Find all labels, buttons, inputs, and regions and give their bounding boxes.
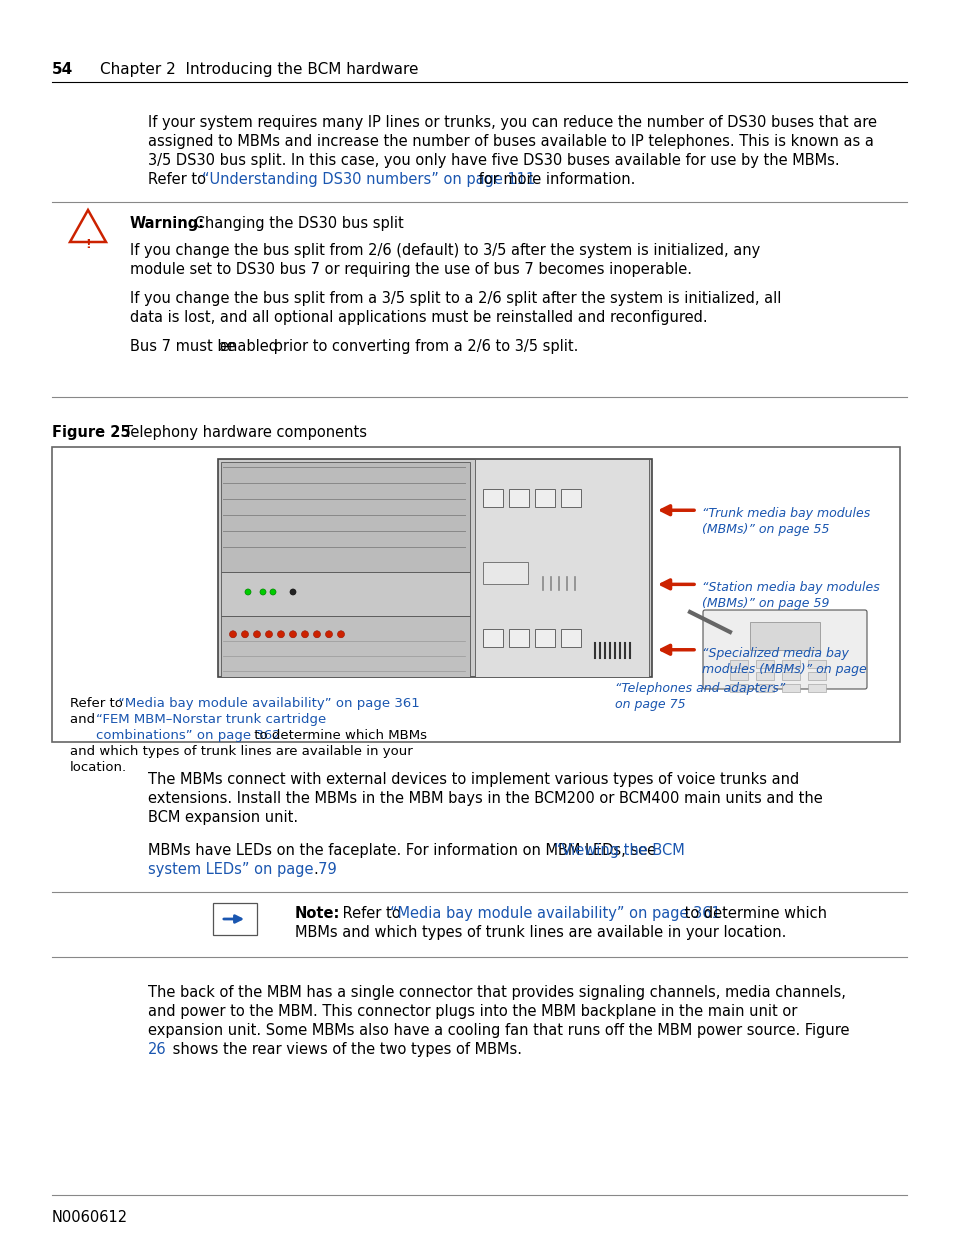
Bar bbox=[508, 629, 528, 647]
Text: MBMs have LEDs on the faceplate. For information on MBM LEDs, see: MBMs have LEDs on the faceplate. For inf… bbox=[148, 844, 660, 858]
Circle shape bbox=[253, 631, 260, 637]
Text: “Media bay module availability” on page 361: “Media bay module availability” on page … bbox=[390, 906, 720, 921]
Bar bbox=[755, 659, 773, 668]
Bar bbox=[755, 684, 773, 692]
Text: 3/5 DS30 bus split. In this case, you only have five DS30 buses available for us: 3/5 DS30 bus split. In this case, you on… bbox=[148, 153, 839, 168]
Text: Changing the DS30 bus split: Changing the DS30 bus split bbox=[190, 216, 403, 231]
Text: “Telephones and adapters”
on page 75: “Telephones and adapters” on page 75 bbox=[615, 682, 784, 711]
Text: Refer to: Refer to bbox=[70, 697, 127, 710]
Circle shape bbox=[241, 631, 248, 637]
Bar bbox=[781, 672, 800, 680]
Text: Warning:: Warning: bbox=[130, 216, 205, 231]
Text: N0060612: N0060612 bbox=[52, 1210, 128, 1225]
Bar bbox=[755, 672, 773, 680]
Text: “Understanding DS30 numbers” on page 111: “Understanding DS30 numbers” on page 111 bbox=[202, 172, 535, 186]
Circle shape bbox=[325, 631, 333, 637]
Text: “Viewing the BCM: “Viewing the BCM bbox=[554, 844, 684, 858]
Text: MBMs and which types of trunk lines are available in your location.: MBMs and which types of trunk lines are … bbox=[294, 925, 785, 940]
Text: combinations” on page 362: combinations” on page 362 bbox=[96, 729, 280, 742]
Text: and: and bbox=[70, 713, 99, 726]
Text: enabled: enabled bbox=[219, 338, 277, 354]
Text: !: ! bbox=[85, 238, 91, 251]
Bar bbox=[535, 489, 554, 508]
Text: and which types of trunk lines are available in your: and which types of trunk lines are avail… bbox=[70, 745, 413, 758]
Text: “Media bay module availability” on page 361: “Media bay module availability” on page … bbox=[118, 697, 419, 710]
Text: system LEDs” on page 79: system LEDs” on page 79 bbox=[148, 862, 336, 877]
Bar bbox=[781, 659, 800, 668]
Text: “Station media bay modules
(MBMs)” on page 59: “Station media bay modules (MBMs)” on pa… bbox=[701, 582, 879, 610]
Circle shape bbox=[337, 631, 344, 637]
Text: data is lost, and all optional applications must be reinstalled and reconfigured: data is lost, and all optional applicati… bbox=[130, 310, 707, 325]
Text: The back of the MBM has a single connector that provides signaling channels, med: The back of the MBM has a single connect… bbox=[148, 986, 845, 1000]
Bar bbox=[560, 629, 580, 647]
Text: Telephony hardware components: Telephony hardware components bbox=[110, 425, 367, 440]
Bar bbox=[729, 684, 747, 692]
Text: If your system requires many IP lines or trunks, you can reduce the number of DS: If your system requires many IP lines or… bbox=[148, 115, 876, 130]
Bar bbox=[807, 684, 825, 692]
Bar bbox=[508, 489, 528, 508]
Text: shows the rear views of the two types of MBMs.: shows the rear views of the two types of… bbox=[168, 1042, 521, 1057]
Text: .: . bbox=[313, 862, 317, 877]
Text: 54: 54 bbox=[52, 62, 73, 77]
Text: Refer to: Refer to bbox=[148, 172, 211, 186]
Bar bbox=[807, 672, 825, 680]
Bar bbox=[213, 903, 256, 935]
Text: Bus 7 must be: Bus 7 must be bbox=[130, 338, 240, 354]
Circle shape bbox=[270, 589, 275, 595]
Bar bbox=[221, 572, 469, 616]
Bar bbox=[482, 629, 502, 647]
Bar bbox=[482, 562, 527, 584]
Text: extensions. Install the MBMs in the MBM bays in the BCM200 or BCM400 main units : extensions. Install the MBMs in the MBM … bbox=[148, 790, 821, 806]
Bar bbox=[221, 616, 469, 677]
Text: 26: 26 bbox=[148, 1042, 167, 1057]
Text: If you change the bus split from 2/6 (default) to 3/5 after the system is initia: If you change the bus split from 2/6 (de… bbox=[130, 243, 760, 258]
Bar bbox=[729, 659, 747, 668]
Text: “Specialized media bay
modules (MBMs)” on page: “Specialized media bay modules (MBMs)” o… bbox=[701, 647, 866, 676]
Circle shape bbox=[289, 631, 296, 637]
Circle shape bbox=[277, 631, 284, 637]
Bar bbox=[729, 672, 747, 680]
Circle shape bbox=[230, 631, 236, 637]
Text: The MBMs connect with external devices to implement various types of voice trunk: The MBMs connect with external devices t… bbox=[148, 772, 799, 787]
Bar bbox=[52, 447, 899, 742]
Bar bbox=[807, 659, 825, 668]
Text: module set to DS30 bus 7 or requiring the use of bus 7 becomes inoperable.: module set to DS30 bus 7 or requiring th… bbox=[130, 262, 691, 277]
Text: location.: location. bbox=[70, 761, 127, 774]
Text: “Trunk media bay modules
(MBMs)” on page 55: “Trunk media bay modules (MBMs)” on page… bbox=[701, 508, 869, 536]
Text: “FEM MBM–Norstar trunk cartridge: “FEM MBM–Norstar trunk cartridge bbox=[96, 713, 326, 726]
Bar bbox=[560, 489, 580, 508]
Bar bbox=[749, 622, 820, 650]
Text: Figure 25: Figure 25 bbox=[52, 425, 131, 440]
Circle shape bbox=[314, 631, 320, 637]
Text: Chapter 2  Introducing the BCM hardware: Chapter 2 Introducing the BCM hardware bbox=[100, 62, 418, 77]
Text: prior to converting from a 2/6 to 3/5 split.: prior to converting from a 2/6 to 3/5 sp… bbox=[269, 338, 578, 354]
Text: assigned to MBMs and increase the number of buses available to IP telephones. Th: assigned to MBMs and increase the number… bbox=[148, 135, 873, 149]
Bar bbox=[535, 629, 554, 647]
Circle shape bbox=[290, 589, 295, 595]
Text: If you change the bus split from a 3/5 split to a 2/6 split after the system is : If you change the bus split from a 3/5 s… bbox=[130, 291, 781, 306]
Bar bbox=[475, 459, 648, 677]
Text: and power to the MBM. This connector plugs into the MBM backplane in the main un: and power to the MBM. This connector plu… bbox=[148, 1004, 797, 1019]
Text: for more information.: for more information. bbox=[474, 172, 635, 186]
Text: BCM expansion unit.: BCM expansion unit. bbox=[148, 810, 297, 825]
Circle shape bbox=[260, 589, 266, 595]
Text: to determine which MBMs: to determine which MBMs bbox=[250, 729, 427, 742]
Bar bbox=[482, 489, 502, 508]
Text: Refer to: Refer to bbox=[337, 906, 405, 921]
Circle shape bbox=[265, 631, 273, 637]
Bar bbox=[218, 459, 651, 677]
Bar bbox=[221, 462, 469, 572]
Text: to determine which: to determine which bbox=[679, 906, 826, 921]
Text: Note:: Note: bbox=[294, 906, 340, 921]
Circle shape bbox=[301, 631, 308, 637]
FancyBboxPatch shape bbox=[702, 610, 866, 689]
Circle shape bbox=[245, 589, 251, 595]
Bar bbox=[781, 684, 800, 692]
Text: expansion unit. Some MBMs also have a cooling fan that runs off the MBM power so: expansion unit. Some MBMs also have a co… bbox=[148, 1023, 848, 1037]
